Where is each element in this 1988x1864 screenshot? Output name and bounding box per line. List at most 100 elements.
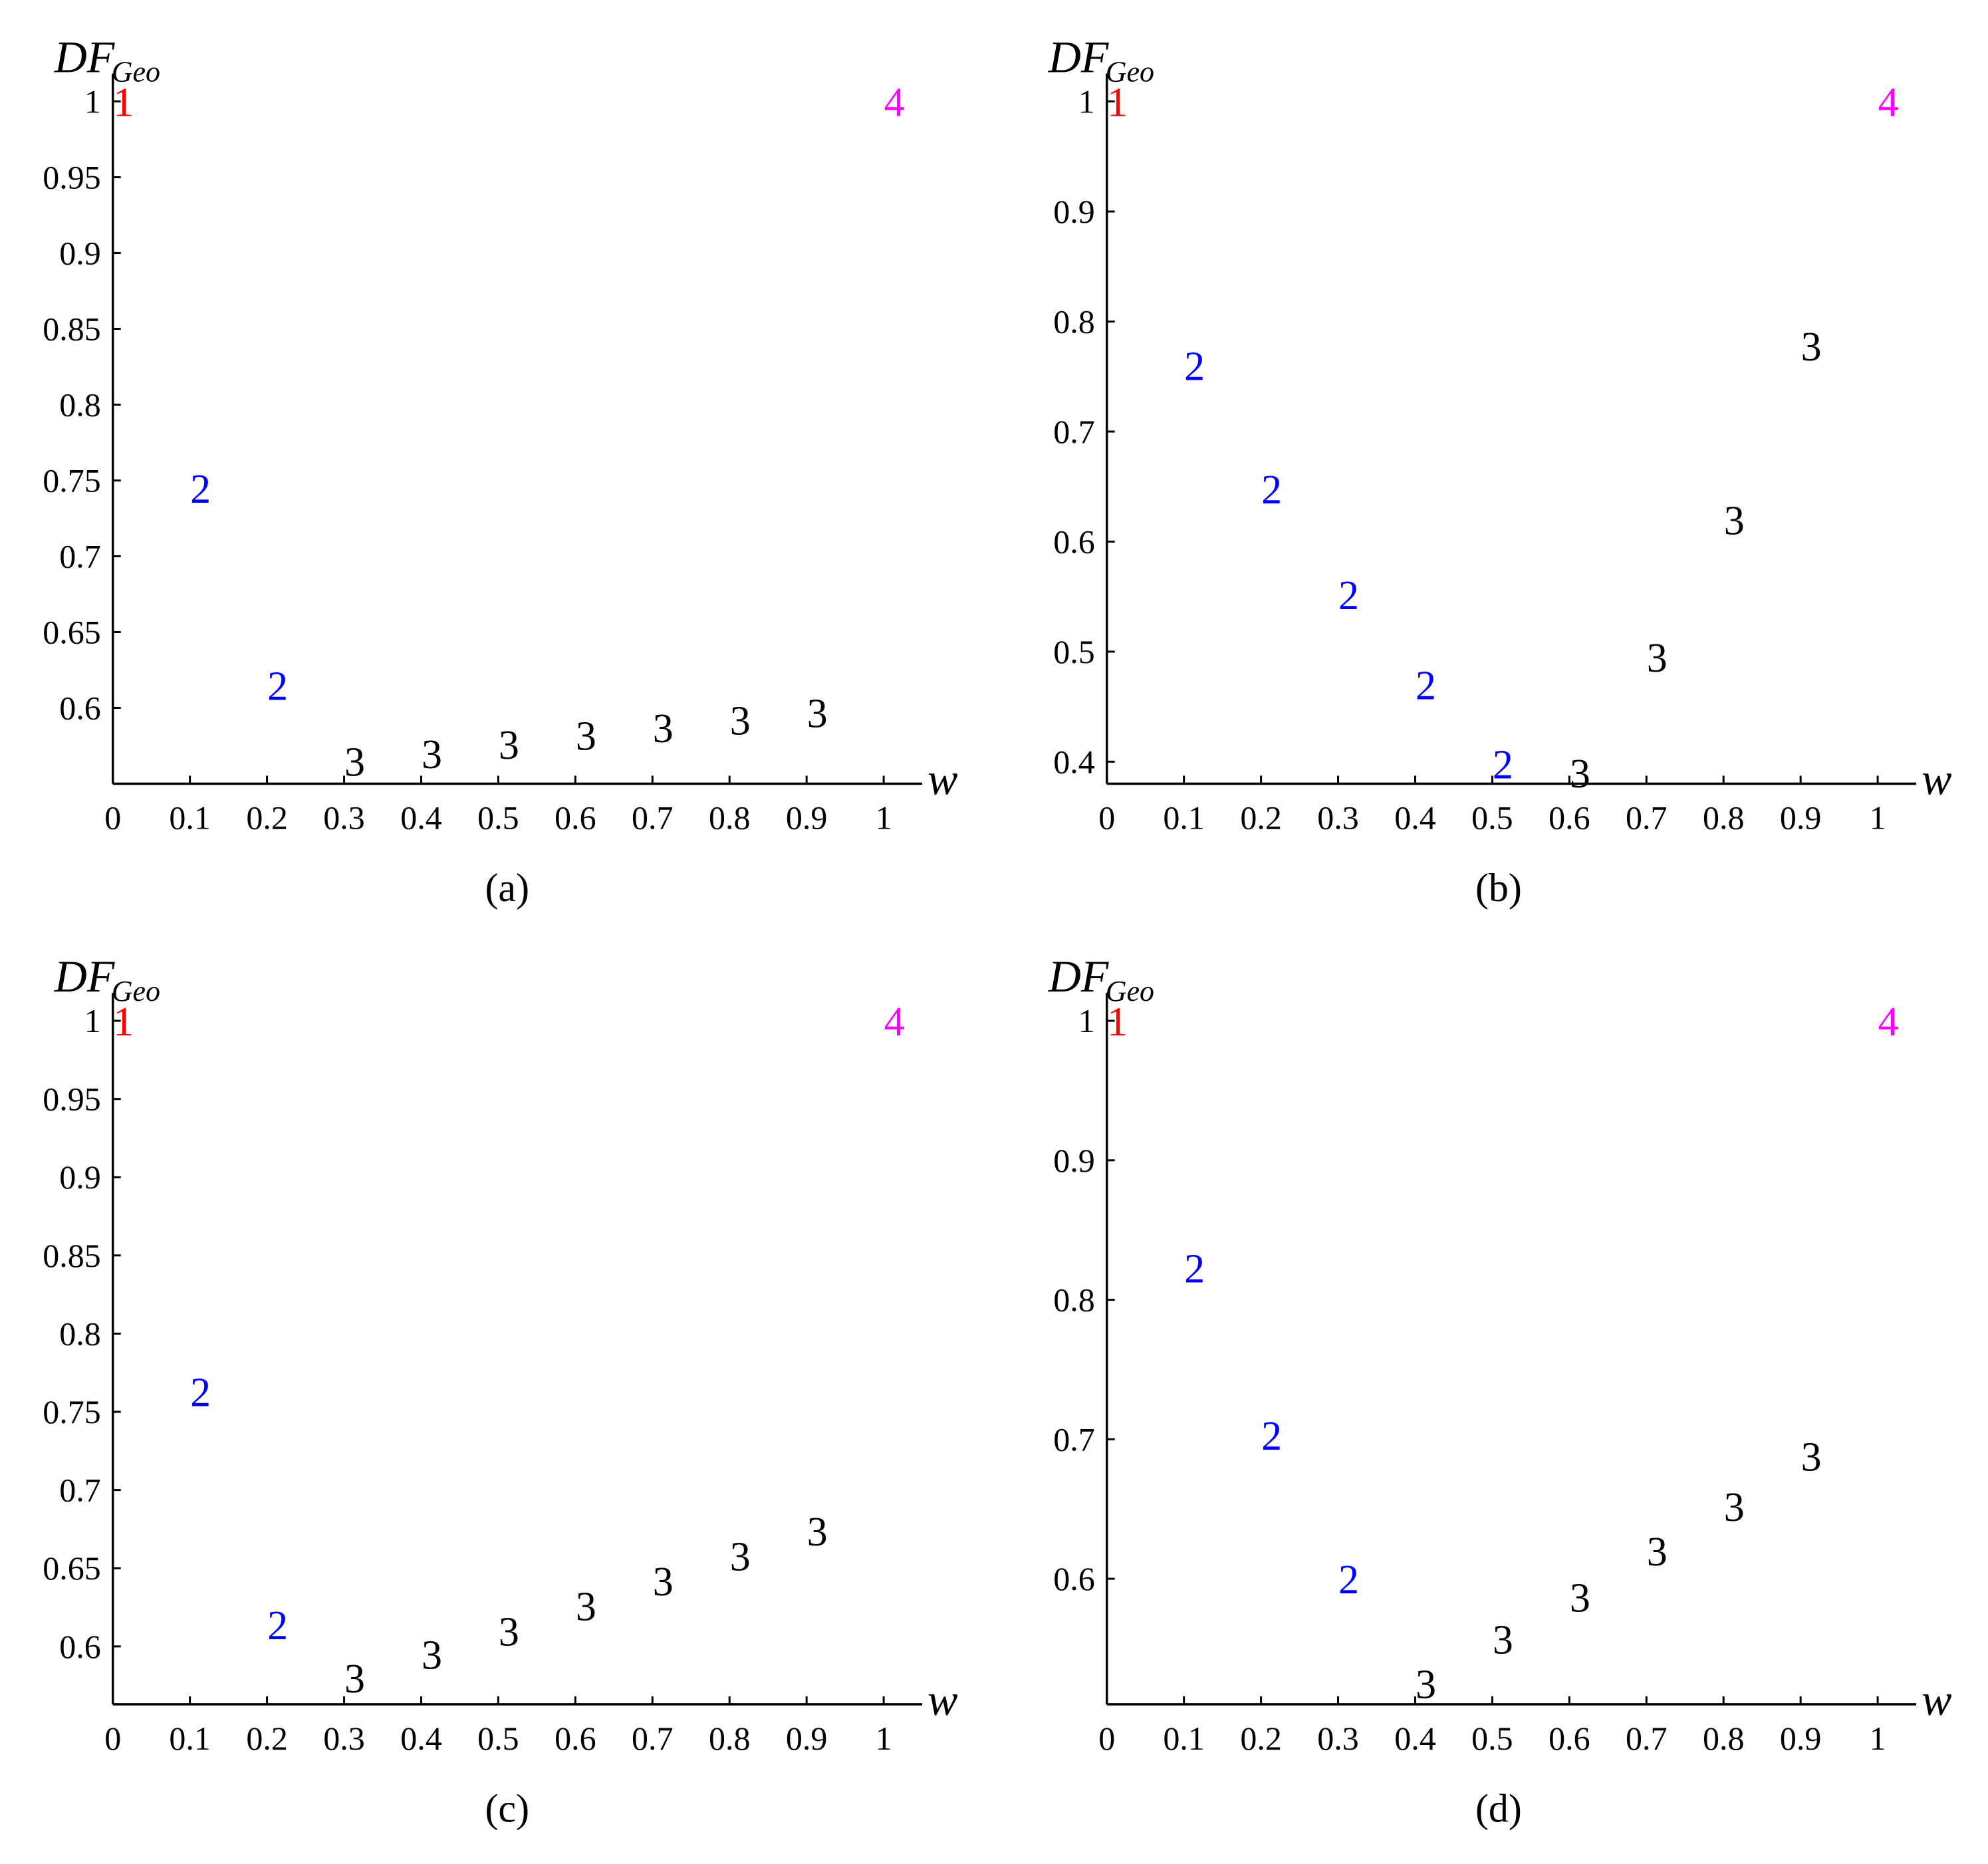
x-tick-label: 1 <box>1870 799 1886 836</box>
data-point-3: 3 <box>1416 1662 1436 1707</box>
x-tick-label: 0.5 <box>477 1720 519 1757</box>
y-tick-label: 0.95 <box>43 159 101 196</box>
x-tick-label: 0.6 <box>555 1720 596 1757</box>
data-point-1: 1 <box>1107 999 1128 1045</box>
y-axis-label-subscript: Geo <box>112 975 160 1007</box>
y-tick-label: 0.7 <box>1053 413 1095 450</box>
y-tick-label: 1 <box>1078 83 1095 120</box>
data-point-2: 2 <box>190 1370 211 1415</box>
y-tick-label: 0.6 <box>59 1628 101 1665</box>
y-tick-label: 0.6 <box>1053 523 1095 560</box>
chart-panel-b: 0 0.1 0.2 0.3 0.4 0.5 0.6 0.7 0.8 0.9 1 0.4 0.5 0.6 0.… <box>1048 32 1952 910</box>
x-tick-label: 0.3 <box>1317 799 1359 836</box>
x-tick-label: 0.7 <box>1626 1720 1668 1757</box>
chart-panel-a: 0 0.1 0.2 0.3 0.4 0.5 0.6 0.7 0.8 0.9 1 0.6 0.65 0.7 0… <box>43 32 957 910</box>
x-tick-label: 0.4 <box>400 1720 442 1757</box>
panel-caption: (b) <box>1475 866 1522 910</box>
data-point-3: 3 <box>1724 498 1745 543</box>
x-tick-label: 0.3 <box>323 1720 365 1757</box>
x-tick-label: 0.7 <box>1626 799 1668 836</box>
y-tick-label: 0.8 <box>59 386 101 424</box>
data-point-3: 3 <box>422 732 442 777</box>
x-axis-label: w <box>928 753 957 804</box>
y-tick-label: 0.4 <box>1053 743 1095 780</box>
y-tick-label: 1 <box>84 83 101 120</box>
x-tick-label: 0.2 <box>1240 1720 1282 1757</box>
data-point-3: 3 <box>576 1585 596 1630</box>
x-tick-label: 0.1 <box>169 799 211 836</box>
data-point-3: 3 <box>344 739 365 785</box>
x-axis-label: w <box>928 1674 957 1725</box>
panel-caption: (c) <box>485 1786 529 1830</box>
x-tick-label: 0.1 <box>1163 1720 1205 1757</box>
x-tick-label: 0.2 <box>246 799 288 836</box>
data-point-3: 3 <box>422 1633 442 1678</box>
data-point-2: 2 <box>1184 1246 1205 1291</box>
x-tick-label: 0.2 <box>1240 799 1282 836</box>
x-tick-label: 0.5 <box>477 799 519 836</box>
x-tick-label: 0.8 <box>1703 799 1745 836</box>
x-tick-label: 1 <box>1870 1720 1886 1757</box>
data-point-3: 3 <box>1493 1617 1513 1663</box>
y-tick-label: 0.9 <box>1053 193 1095 230</box>
x-axis-label: w <box>1922 1674 1951 1725</box>
data-point-1: 1 <box>113 999 134 1045</box>
y-tick-label: 1 <box>84 1002 101 1039</box>
y-axis-label: DF <box>1048 951 1110 1001</box>
chart-panel-d: 0 0.1 0.2 0.3 0.4 0.5 0.6 0.7 0.8 0.9 1 0.6 0.7 0.8 0.… <box>1048 951 1952 1830</box>
y-tick-label: 0.6 <box>1053 1560 1095 1597</box>
data-point-2: 2 <box>1261 1414 1282 1459</box>
y-tick-label: 0.7 <box>59 1472 101 1509</box>
x-tick-label: 0.4 <box>1394 1720 1436 1757</box>
data-point-4: 4 <box>1878 999 1899 1045</box>
data-point-3: 3 <box>807 691 828 736</box>
y-tick-label: 0.85 <box>43 311 101 348</box>
data-point-2: 2 <box>1261 467 1282 513</box>
y-tick-label: 0.95 <box>43 1081 101 1118</box>
x-tick-label: 0 <box>1098 799 1115 836</box>
data-point-3: 3 <box>499 723 519 768</box>
x-tick-label: 0.6 <box>1549 799 1590 836</box>
x-tick-label: 0.5 <box>1471 1720 1513 1757</box>
x-tick-label: 0.4 <box>400 799 442 836</box>
panel-caption: (a) <box>485 866 529 910</box>
data-point-3: 3 <box>576 714 596 759</box>
x-tick-label: 0.4 <box>1394 799 1436 836</box>
x-tick-label: 0.3 <box>1317 1720 1359 1757</box>
data-point-3: 3 <box>499 1609 519 1655</box>
y-tick-label: 0.8 <box>59 1315 101 1352</box>
x-axis-label: w <box>1922 753 1951 804</box>
y-tick-label: 0.9 <box>59 235 101 272</box>
data-point-4: 4 <box>1878 80 1899 126</box>
y-axis-label: DF <box>54 951 116 1001</box>
data-point-3: 3 <box>1801 325 1822 370</box>
x-tick-label: 1 <box>876 1720 892 1757</box>
data-point-1: 1 <box>113 80 134 126</box>
data-point-3: 3 <box>1570 1575 1590 1621</box>
data-point-2: 2 <box>1338 1557 1359 1603</box>
data-point-2: 2 <box>1493 743 1513 788</box>
y-tick-label: 0.8 <box>1053 303 1095 340</box>
x-tick-label: 0.1 <box>1163 799 1205 836</box>
data-point-3: 3 <box>344 1657 365 1702</box>
y-tick-label: 0.6 <box>59 689 101 726</box>
y-axis-label-subscript: Geo <box>1106 56 1154 88</box>
y-tick-label: 0.75 <box>43 1393 101 1430</box>
y-tick-label: 0.9 <box>59 1158 101 1196</box>
x-tick-label: 0.8 <box>1703 1720 1745 1757</box>
data-point-2: 2 <box>1184 344 1205 390</box>
y-tick-label: 0.9 <box>1053 1142 1095 1179</box>
x-tick-label: 0.9 <box>1780 1720 1822 1757</box>
data-point-4: 4 <box>884 999 905 1045</box>
data-point-3: 3 <box>807 1510 828 1555</box>
y-tick-label: 0.65 <box>43 1549 101 1587</box>
data-point-3: 3 <box>1570 751 1590 797</box>
data-point-3: 3 <box>1647 636 1668 681</box>
chart-panel-c: 0 0.1 0.2 0.3 0.4 0.5 0.6 0.7 0.8 0.9 1 0.6 0.65 0.7 0… <box>43 951 957 1830</box>
x-tick-label: 0.6 <box>555 799 596 836</box>
y-tick-label: 0.65 <box>43 613 101 650</box>
data-point-3: 3 <box>653 1559 674 1605</box>
y-tick-label: 0.7 <box>59 537 101 575</box>
